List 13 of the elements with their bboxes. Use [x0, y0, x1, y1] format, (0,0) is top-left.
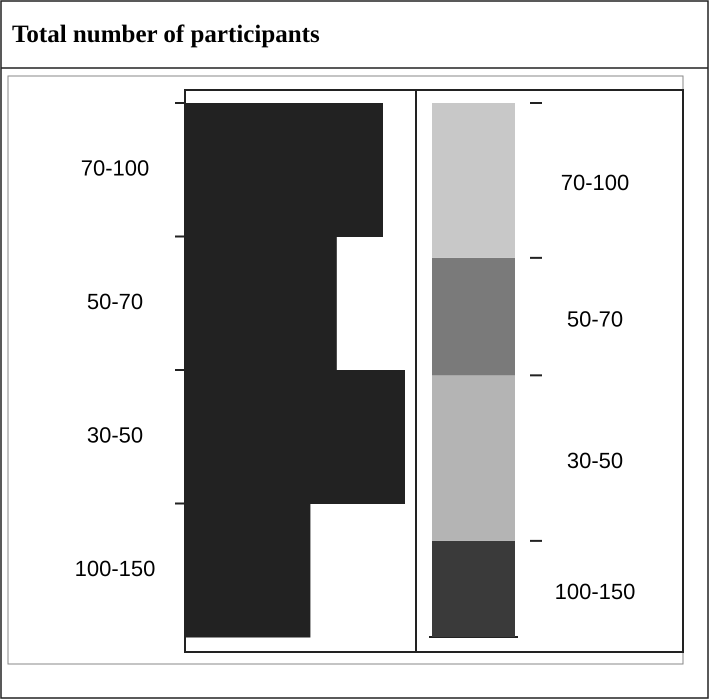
y-tick-label: 50-70	[86, 289, 144, 314]
bar	[432, 375, 515, 541]
text: 30-50	[566, 448, 624, 473]
series-label: 100-150	[554, 578, 636, 604]
y-tick-label: 100-150	[74, 556, 156, 582]
y-tick-label: 30-50	[86, 422, 144, 448]
bar	[432, 103, 515, 258]
chart-title: Total number of participants	[12, 21, 320, 48]
bar	[432, 258, 515, 376]
bar	[432, 540, 515, 637]
text: 70-100	[560, 170, 630, 196]
y-tick-label: 70-100	[80, 156, 150, 181]
text: 50-70	[566, 306, 624, 332]
